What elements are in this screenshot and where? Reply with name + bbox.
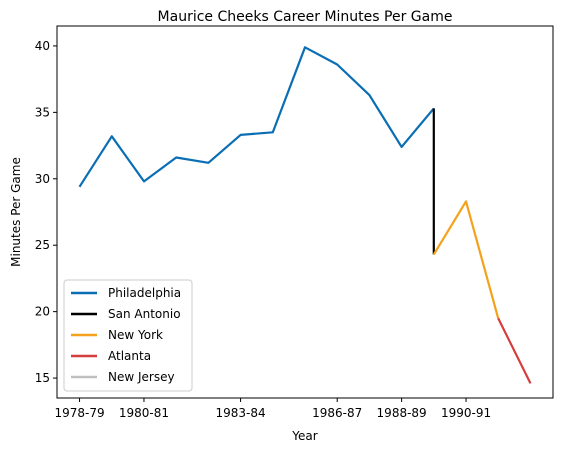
x-tick-label: 1988-89 — [377, 406, 427, 420]
y-axis-label: Minutes Per Game — [9, 157, 23, 267]
x-tick-label: 1978-79 — [54, 406, 104, 420]
legend-label-new-jersey: New Jersey — [108, 370, 175, 384]
legend: Philadelphia San Antonio New York Atlanta Ne… — [63, 279, 193, 392]
legend-label-philadelphia: Philadelphia — [108, 286, 181, 300]
y-tick-label: 40 — [35, 39, 50, 53]
y-axis-ticks: 15 20 25 30 35 40 — [35, 39, 57, 385]
x-axis-label: Year — [291, 429, 317, 443]
chart-title: Maurice Cheeks Career Minutes Per Game — [158, 9, 453, 25]
x-tick-label: 1990-91 — [441, 406, 491, 420]
legend-label-new-york: New York — [108, 328, 163, 342]
series-line-new-york — [432, 200, 500, 319]
y-tick-label: 35 — [35, 105, 50, 119]
x-tick-label: 1986-87 — [312, 406, 362, 420]
series-line-atlanta — [497, 317, 532, 384]
y-tick-label: 30 — [35, 172, 50, 186]
x-tick-label: 1983-84 — [216, 406, 266, 420]
x-axis-ticks: 1978-79 1980-81 1983-84 1986-87 1988-89 1990-… — [54, 398, 491, 420]
series-lines — [78, 46, 532, 384]
y-tick-label: 25 — [35, 238, 50, 252]
legend-box — [63, 279, 193, 392]
legend-label-atlanta: Atlanta — [108, 349, 151, 363]
series-line-philadelphia — [78, 46, 435, 188]
y-tick-label: 15 — [35, 371, 50, 385]
y-tick-label: 20 — [35, 305, 50, 319]
legend-label-san-antonio: San Antonio — [108, 307, 181, 321]
x-tick-label: 1980-81 — [119, 406, 169, 420]
